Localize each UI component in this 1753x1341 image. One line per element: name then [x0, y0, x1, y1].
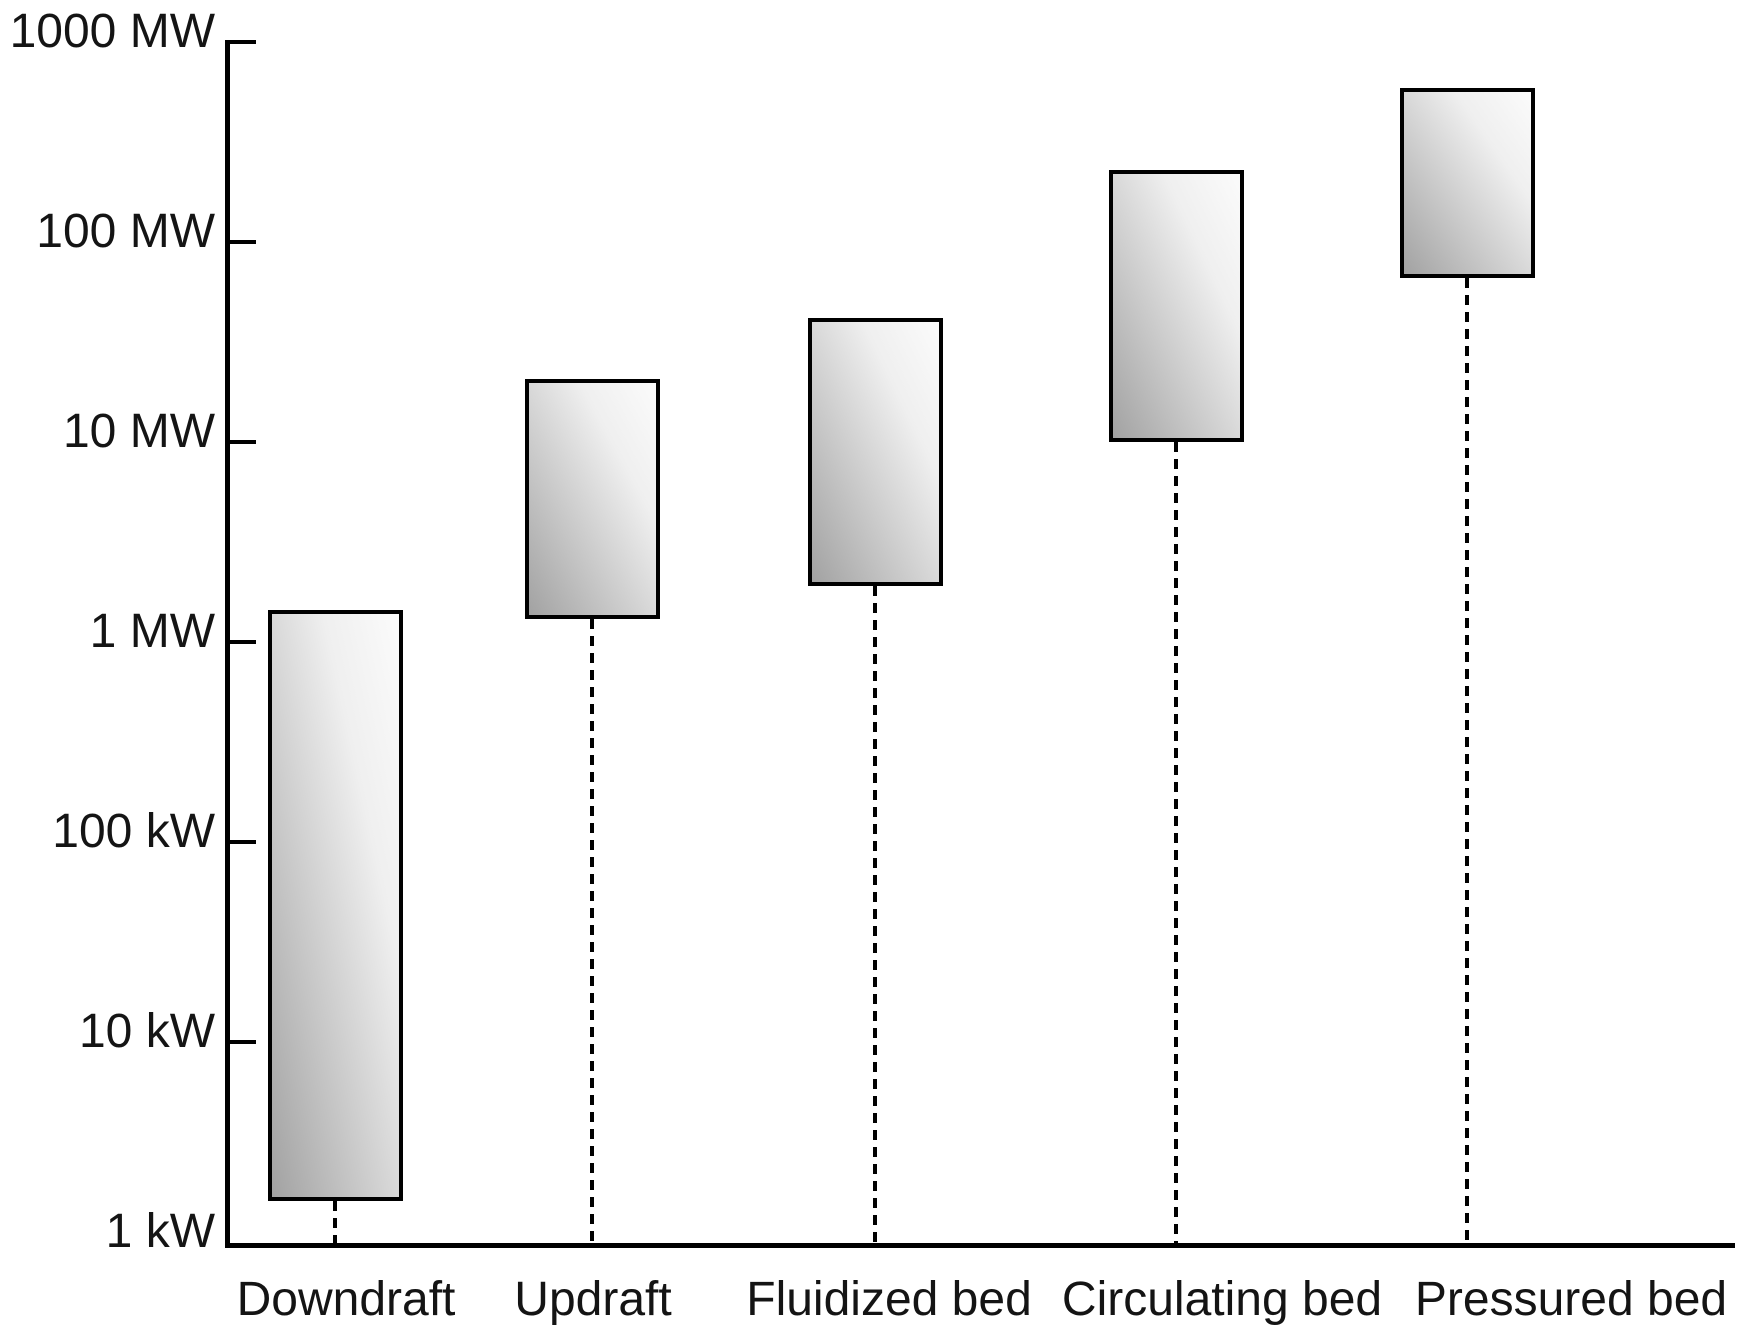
y-tick-label: 100 kW [52, 805, 215, 858]
dashed-connector-fluidized-bed [873, 586, 877, 1247]
y-tick-label: 1 kW [105, 1205, 215, 1258]
y-tick-label: 10 kW [78, 1005, 215, 1058]
range-bar-downdraft [268, 610, 403, 1201]
x-axis-label-downdraft: Downdraft [236, 1273, 456, 1326]
y-tick [230, 440, 256, 444]
dashed-connector-circulating-bed [1174, 442, 1178, 1247]
y-tick [230, 640, 256, 644]
range-bar-updraft [525, 379, 660, 619]
dashed-connector-updraft [590, 619, 594, 1247]
x-axis-label-pressured-bed: Pressured bed [1414, 1273, 1728, 1326]
x-axis-label-circulating-bed: Circulating bed [1061, 1273, 1383, 1326]
x-axis-label-updraft: Updraft [514, 1273, 672, 1326]
range-bar-fluidized-bed [808, 318, 943, 586]
x-axis-label-fluidized-bed: Fluidized bed [746, 1273, 1032, 1326]
dashed-connector-downdraft [333, 1201, 337, 1247]
y-axis-line [225, 40, 230, 1248]
y-tick [230, 240, 256, 244]
y-tick-label: 100 MW [36, 205, 215, 258]
y-tick-label: 10 MW [62, 405, 215, 458]
y-tick-label: 1000 MW [9, 5, 215, 58]
dashed-connector-pressured-bed [1465, 278, 1469, 1247]
x-axis-line [225, 1243, 1735, 1248]
y-tick-label: 1 MW [89, 605, 215, 658]
y-tick [230, 40, 256, 44]
range-bar-pressured-bed [1400, 88, 1535, 278]
y-tick [230, 1040, 256, 1044]
y-tick [230, 840, 256, 844]
range-bar-circulating-bed [1109, 170, 1244, 442]
